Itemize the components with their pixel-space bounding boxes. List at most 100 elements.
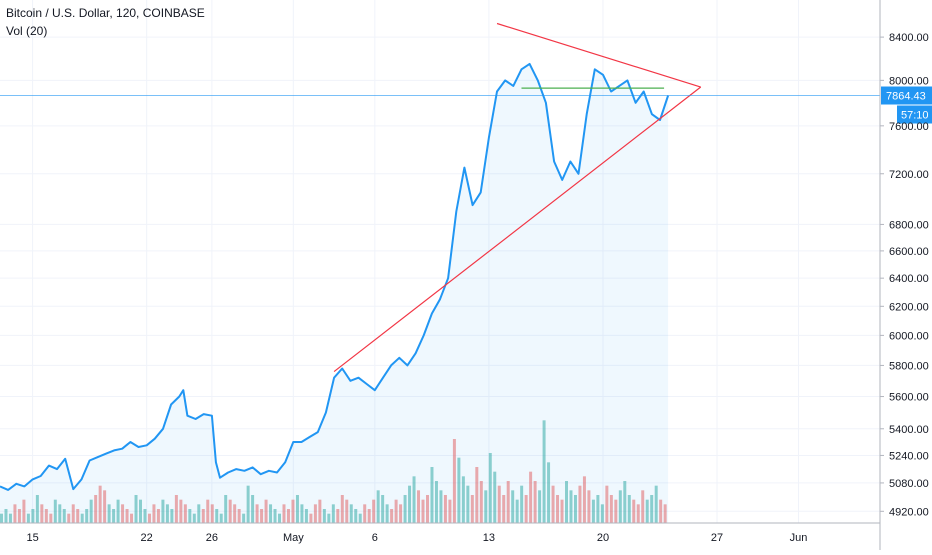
- volume-bar: [53, 499, 57, 523]
- time-tick-label: May: [283, 532, 304, 544]
- volume-bar: [31, 509, 35, 523]
- volume-bar: [412, 476, 416, 523]
- price-tick-label: 6600.00: [889, 246, 929, 258]
- volume-bar: [385, 504, 389, 523]
- volume-bar: [461, 476, 465, 523]
- volume-bar: [623, 481, 627, 523]
- volume-bar: [354, 509, 358, 523]
- symbol-title[interactable]: Bitcoin / U.S. Dollar, 120, COINBASE: [6, 6, 205, 20]
- volume-bar: [358, 513, 362, 523]
- volume-bar: [331, 504, 335, 523]
- volume-bar: [636, 504, 640, 523]
- volume-bar: [318, 499, 322, 523]
- time-axis[interactable]: 15 22 26 May 6 13 20 27 Jun: [0, 522, 880, 544]
- volume-bar: [179, 499, 183, 523]
- volume-bar: [349, 504, 353, 523]
- volume-bar: [304, 509, 308, 523]
- volume-bar: [376, 490, 380, 523]
- volume-bar: [152, 504, 156, 523]
- time-tick-label: 13: [483, 532, 495, 544]
- volume-bar: [206, 499, 210, 523]
- volume-bar: [345, 499, 349, 523]
- time-tick-label: 20: [597, 532, 609, 544]
- volume-bar: [291, 499, 295, 523]
- volume-bar: [192, 513, 196, 523]
- price-line[interactable]: [0, 62, 670, 491]
- volume-bar: [479, 481, 483, 523]
- time-tick-label: 26: [206, 532, 218, 544]
- volume-bar: [596, 495, 600, 523]
- volume-bar: [264, 499, 268, 523]
- volume-bar: [309, 513, 313, 523]
- countdown-label: 57:10: [901, 110, 929, 122]
- volume-bar: [210, 504, 214, 523]
- volume-bar: [282, 504, 286, 523]
- volume-bar: [475, 467, 479, 523]
- volume-bar: [618, 490, 622, 523]
- price-tick-label: 4920.00: [889, 506, 929, 518]
- volume-bar: [273, 509, 277, 523]
- volume-bar: [85, 509, 89, 523]
- volume-bar: [58, 504, 62, 523]
- grid: [0, 0, 880, 523]
- volume-bar: [286, 509, 290, 523]
- volume-bar: [201, 509, 205, 523]
- last-price-badge[interactable]: [881, 86, 932, 105]
- volume-bar: [300, 504, 304, 523]
- volume-bar: [466, 485, 470, 523]
- volume-bar: [632, 499, 636, 523]
- time-tick-label: 6: [372, 532, 378, 544]
- volume-bar: [542, 420, 546, 523]
- volume-bar: [533, 481, 537, 523]
- volume-bar: [62, 509, 66, 523]
- volume-bar: [556, 495, 560, 523]
- volume-bar: [219, 513, 223, 523]
- price-tick-label: 6400.00: [889, 273, 929, 285]
- price-tick-label: 5080.00: [889, 478, 929, 490]
- price-tick-label: 7600.00: [889, 121, 929, 133]
- time-tick-label: 15: [26, 532, 38, 544]
- volume-bar: [121, 504, 125, 523]
- volume-bar: [147, 513, 151, 523]
- volume-bar: [609, 495, 613, 523]
- price-tick-label: 6200.00: [889, 301, 929, 313]
- volume-bar: [156, 509, 160, 523]
- volume-bar: [520, 485, 524, 523]
- price-axis[interactable]: 4920.00 5080.00 5240.00 5400.00 5600.00 5800.…: [879, 0, 929, 550]
- volume-bar: [125, 509, 129, 523]
- volume-bar: [434, 481, 438, 523]
- trendline[interactable]: [496, 22, 701, 88]
- volume-bar: [497, 485, 501, 523]
- volume-bar: [107, 504, 111, 523]
- volume-bar: [98, 485, 102, 523]
- volume-bar: [313, 504, 317, 523]
- volume-bar: [605, 485, 609, 523]
- volume-bar: [17, 509, 21, 523]
- volume-indicator-label[interactable]: Vol (20): [6, 24, 48, 38]
- volume-bar: [506, 481, 510, 523]
- trendlines[interactable]: [333, 22, 702, 373]
- price-tick-label: 5800.00: [889, 360, 929, 372]
- volume-bar: [430, 467, 434, 523]
- volume-bar: [417, 490, 421, 523]
- volume-bar: [269, 504, 273, 523]
- price-tick-label: 7200.00: [889, 169, 929, 181]
- volume-bar: [103, 490, 107, 523]
- volume-bar: [327, 513, 331, 523]
- volume-bar: [538, 490, 542, 523]
- volume-bar: [493, 471, 497, 523]
- volume-bar: [569, 490, 573, 523]
- volume-bar: [233, 504, 237, 523]
- volume-bar: [399, 504, 403, 523]
- volume-bar: [448, 499, 452, 523]
- volume-bar: [40, 504, 44, 523]
- volume-bar: [255, 504, 259, 523]
- trendline[interactable]: [333, 86, 702, 373]
- volume-bar: [26, 513, 30, 523]
- volume-bar: [484, 490, 488, 523]
- volume-bar: [215, 509, 219, 523]
- price-area-fill: [0, 63, 669, 524]
- volume-bar: [80, 513, 84, 523]
- volume-bar: [659, 499, 663, 523]
